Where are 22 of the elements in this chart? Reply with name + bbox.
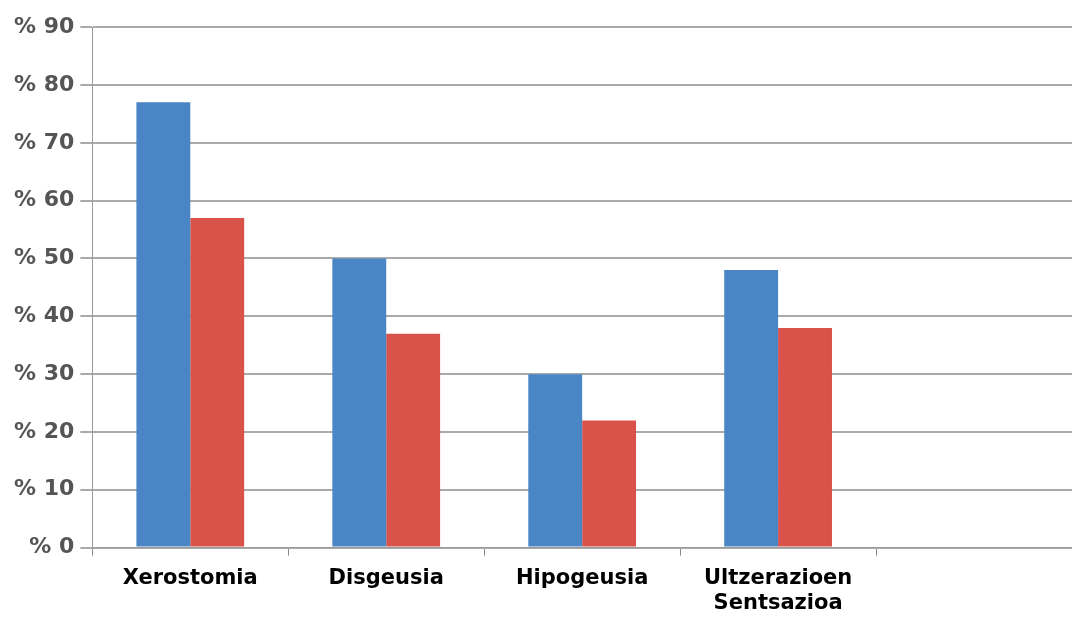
bar (136, 102, 191, 547)
x-tick-label: Ultzerazioen Sentsazioa (703, 564, 853, 614)
bar (778, 327, 832, 547)
bar (332, 258, 387, 547)
y-tick-label: % 50 (13, 244, 75, 270)
y-tick-label: % 70 (13, 128, 75, 154)
y-tick-label: % 80 (13, 70, 75, 96)
y-tick-label: % 20 (13, 417, 75, 443)
y-tick-label: % 90 (13, 12, 75, 38)
bar (386, 333, 441, 547)
x-tick-label: Disgeusia (328, 564, 444, 589)
y-tick-label: % 0 (29, 533, 75, 559)
y-tick-label: % 40 (13, 302, 75, 328)
x-tick-label: Hipogeusia (515, 564, 649, 589)
y-tick-label: % 30 (13, 359, 75, 385)
y-tick-label: % 10 (13, 475, 75, 501)
bar (582, 420, 637, 547)
y-tick-label: % 60 (13, 186, 75, 212)
x-tick-label: Xerostomia (122, 564, 258, 589)
bar (724, 270, 779, 547)
bar (528, 374, 583, 547)
bar (190, 218, 245, 547)
